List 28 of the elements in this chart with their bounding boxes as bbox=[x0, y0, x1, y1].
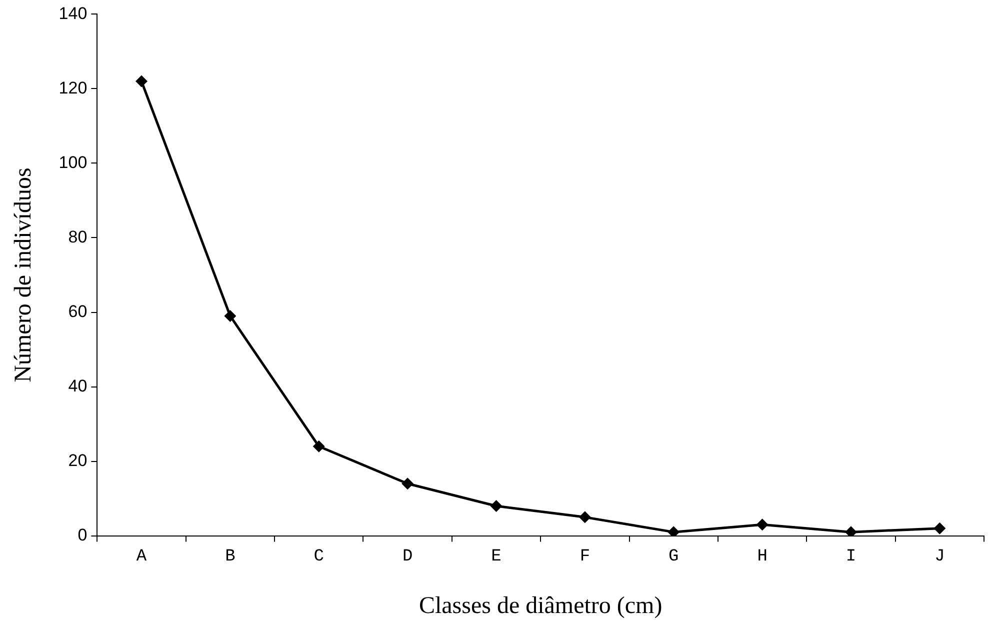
y-tick-label: 40 bbox=[68, 376, 88, 396]
point bbox=[934, 522, 946, 534]
x-tick-label: D bbox=[402, 548, 413, 566]
point bbox=[490, 500, 502, 512]
y-tick-label: 120 bbox=[58, 78, 88, 98]
point bbox=[402, 478, 414, 490]
point bbox=[756, 518, 768, 531]
x-tick-label: I bbox=[846, 548, 856, 566]
y-axis-title: Número de indivíduos bbox=[10, 168, 37, 382]
y-tick-label: 80 bbox=[68, 227, 88, 246]
x-tick-label: F bbox=[580, 548, 590, 566]
point bbox=[224, 310, 236, 322]
y-tick-label: 60 bbox=[68, 302, 88, 321]
x-tick-label: C bbox=[314, 548, 324, 566]
x-tick-label: H bbox=[757, 548, 768, 566]
y-tick-label: 140 bbox=[58, 4, 88, 23]
y-tick-label: 20 bbox=[68, 450, 88, 470]
point bbox=[312, 440, 325, 452]
x-tick-label: B bbox=[225, 548, 236, 566]
x-tick-label: A bbox=[136, 548, 148, 566]
y-tick-label: 0 bbox=[78, 525, 88, 544]
point bbox=[136, 75, 148, 88]
point bbox=[578, 511, 591, 524]
x-tick-label: J bbox=[934, 548, 945, 566]
x-axis-title: Classes de diâmetro (cm) bbox=[418, 592, 662, 619]
x-tick-label: G bbox=[668, 548, 679, 566]
x-tick-label: E bbox=[491, 548, 502, 566]
y-tick-label: 100 bbox=[58, 152, 88, 172]
